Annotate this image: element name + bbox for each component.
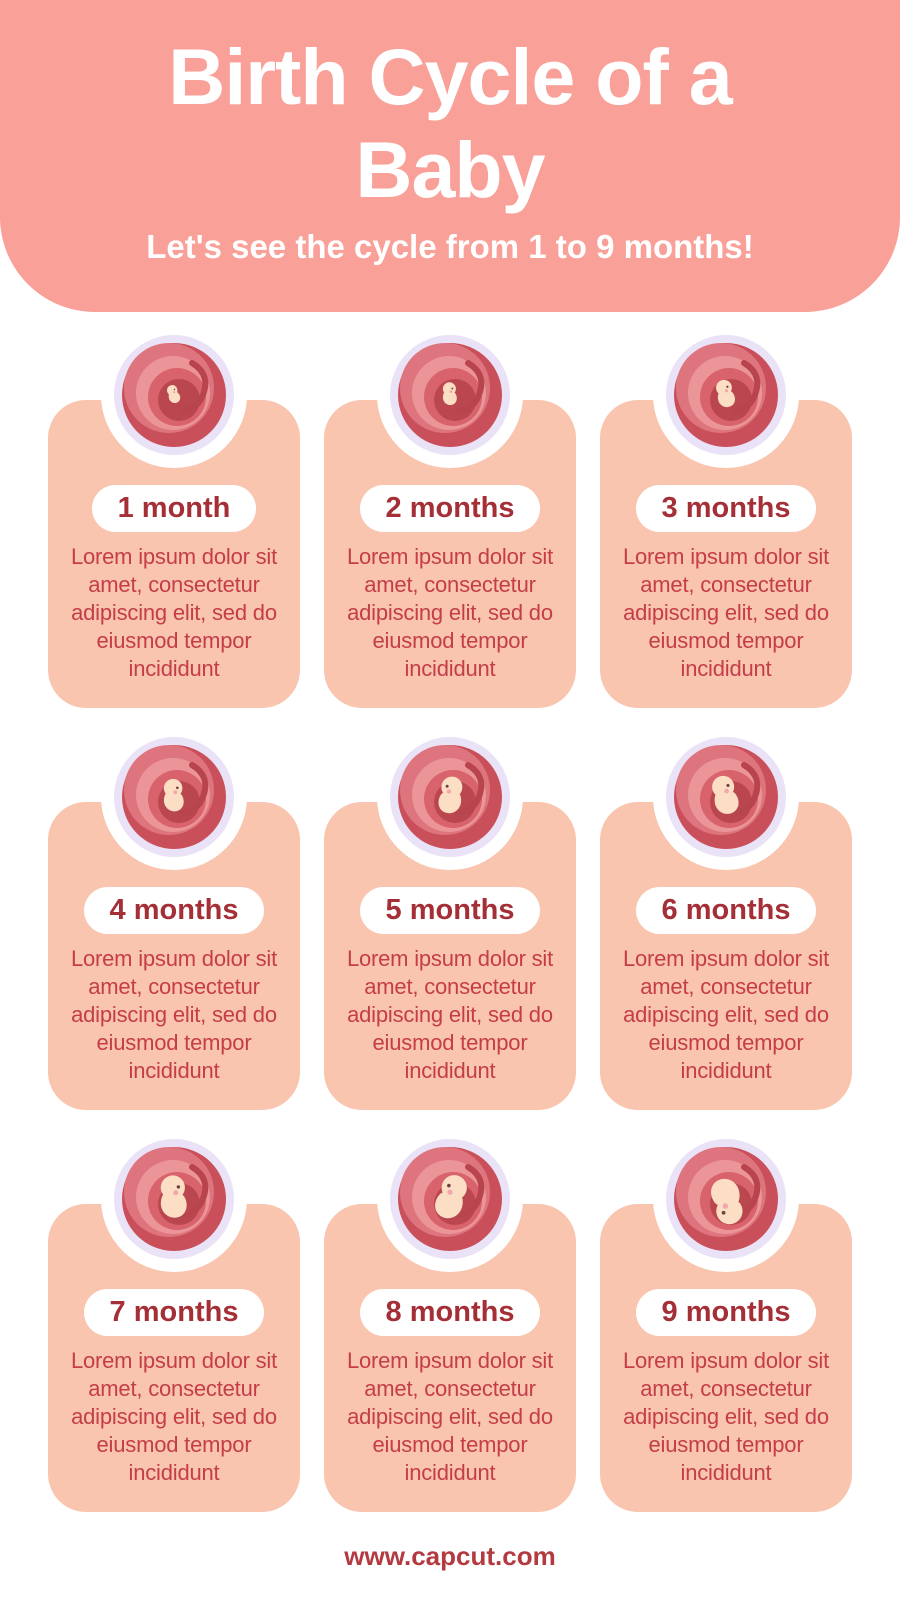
month-description: Lorem ipsum dolor sit amet, consectetur … bbox=[346, 544, 554, 681]
month-illustration bbox=[653, 1126, 799, 1272]
month-card: 4 months Lorem ipsum dolor sit amet, con… bbox=[48, 724, 300, 1110]
fetus-icon bbox=[716, 379, 735, 408]
month-card: 1 month Lorem ipsum dolor sit amet, cons… bbox=[48, 322, 300, 708]
months-grid: 1 month Lorem ipsum dolor sit amet, cons… bbox=[48, 322, 852, 1512]
month-label: 7 months bbox=[109, 1296, 239, 1328]
month-illustration bbox=[377, 1126, 523, 1272]
website-url: www.capcut.com bbox=[344, 1541, 556, 1571]
header-banner: Birth Cycle of a Baby Let's see the cycl… bbox=[0, 0, 900, 312]
month-description: Lorem ipsum dolor sit amet, consectetur … bbox=[622, 544, 830, 681]
womb-circle-icon bbox=[101, 322, 247, 468]
month-label: 9 months bbox=[661, 1296, 791, 1328]
footer: www.capcut.com bbox=[0, 1541, 900, 1572]
month-label-pill: 1 month bbox=[91, 485, 257, 532]
fetus-icon bbox=[438, 776, 463, 814]
month-description: Lorem ipsum dolor sit amet, consectetur … bbox=[346, 946, 554, 1083]
month-illustration bbox=[101, 322, 247, 468]
month-label: 4 months bbox=[109, 894, 239, 926]
month-description: Lorem ipsum dolor sit amet, consectetur … bbox=[622, 1348, 830, 1485]
month-illustration bbox=[653, 322, 799, 468]
month-illustration bbox=[377, 322, 523, 468]
fetus-icon bbox=[163, 778, 184, 812]
month-illustration bbox=[653, 724, 799, 870]
month-illustration bbox=[377, 724, 523, 870]
page-title: Birth Cycle of a Baby bbox=[168, 32, 732, 214]
month-description: Lorem ipsum dolor sit amet, consectetur … bbox=[622, 946, 830, 1083]
month-card: 3 months Lorem ipsum dolor sit amet, con… bbox=[600, 322, 852, 708]
month-description: Lorem ipsum dolor sit amet, consectetur … bbox=[70, 946, 278, 1083]
month-card: 5 months Lorem ipsum dolor sit amet, con… bbox=[324, 724, 576, 1110]
month-label-pill: 8 months bbox=[359, 1289, 541, 1336]
fetus-icon bbox=[712, 775, 739, 814]
month-label: 2 months bbox=[385, 492, 515, 524]
month-illustration bbox=[101, 1126, 247, 1272]
month-card: 2 months Lorem ipsum dolor sit amet, con… bbox=[324, 322, 576, 708]
month-card: 8 months Lorem ipsum dolor sit amet, con… bbox=[324, 1126, 576, 1512]
womb-circle-icon bbox=[653, 724, 799, 870]
womb-circle-icon bbox=[101, 724, 247, 870]
womb-circle-icon bbox=[377, 724, 523, 870]
month-illustration bbox=[101, 724, 247, 870]
month-description: Lorem ipsum dolor sit amet, consectetur … bbox=[70, 1348, 278, 1485]
month-label-pill: 7 months bbox=[83, 1289, 265, 1336]
month-description: Lorem ipsum dolor sit amet, consectetur … bbox=[346, 1348, 554, 1485]
month-description: Lorem ipsum dolor sit amet, consectetur … bbox=[70, 544, 278, 681]
womb-circle-icon bbox=[101, 1126, 247, 1272]
month-label-pill: 4 months bbox=[83, 887, 265, 934]
fetus-icon bbox=[442, 382, 457, 406]
womb-circle-icon bbox=[377, 1126, 523, 1272]
month-card: 6 months Lorem ipsum dolor sit amet, con… bbox=[600, 724, 852, 1110]
womb-circle-icon bbox=[377, 322, 523, 468]
month-label: 1 month bbox=[117, 492, 231, 524]
month-label: 3 months bbox=[661, 492, 791, 524]
fetus-icon bbox=[166, 385, 181, 403]
month-label-pill: 9 months bbox=[635, 1289, 817, 1336]
month-label: 8 months bbox=[385, 1296, 515, 1328]
fetus-icon bbox=[435, 1175, 467, 1219]
fetus-icon bbox=[711, 1178, 743, 1225]
month-label: 6 months bbox=[661, 894, 791, 926]
fetus-icon bbox=[160, 1175, 187, 1218]
month-label-pill: 6 months bbox=[635, 887, 817, 934]
month-label-pill: 3 months bbox=[635, 485, 817, 532]
month-label-pill: 5 months bbox=[359, 887, 541, 934]
womb-circle-icon bbox=[653, 1126, 799, 1272]
page-subtitle: Let's see the cycle from 1 to 9 months! bbox=[146, 228, 754, 265]
month-label: 5 months bbox=[385, 894, 515, 926]
month-label-pill: 2 months bbox=[359, 485, 541, 532]
month-card: 7 months Lorem ipsum dolor sit amet, con… bbox=[48, 1126, 300, 1512]
month-card: 9 months Lorem ipsum dolor sit amet, con… bbox=[600, 1126, 852, 1512]
womb-circle-icon bbox=[653, 322, 799, 468]
